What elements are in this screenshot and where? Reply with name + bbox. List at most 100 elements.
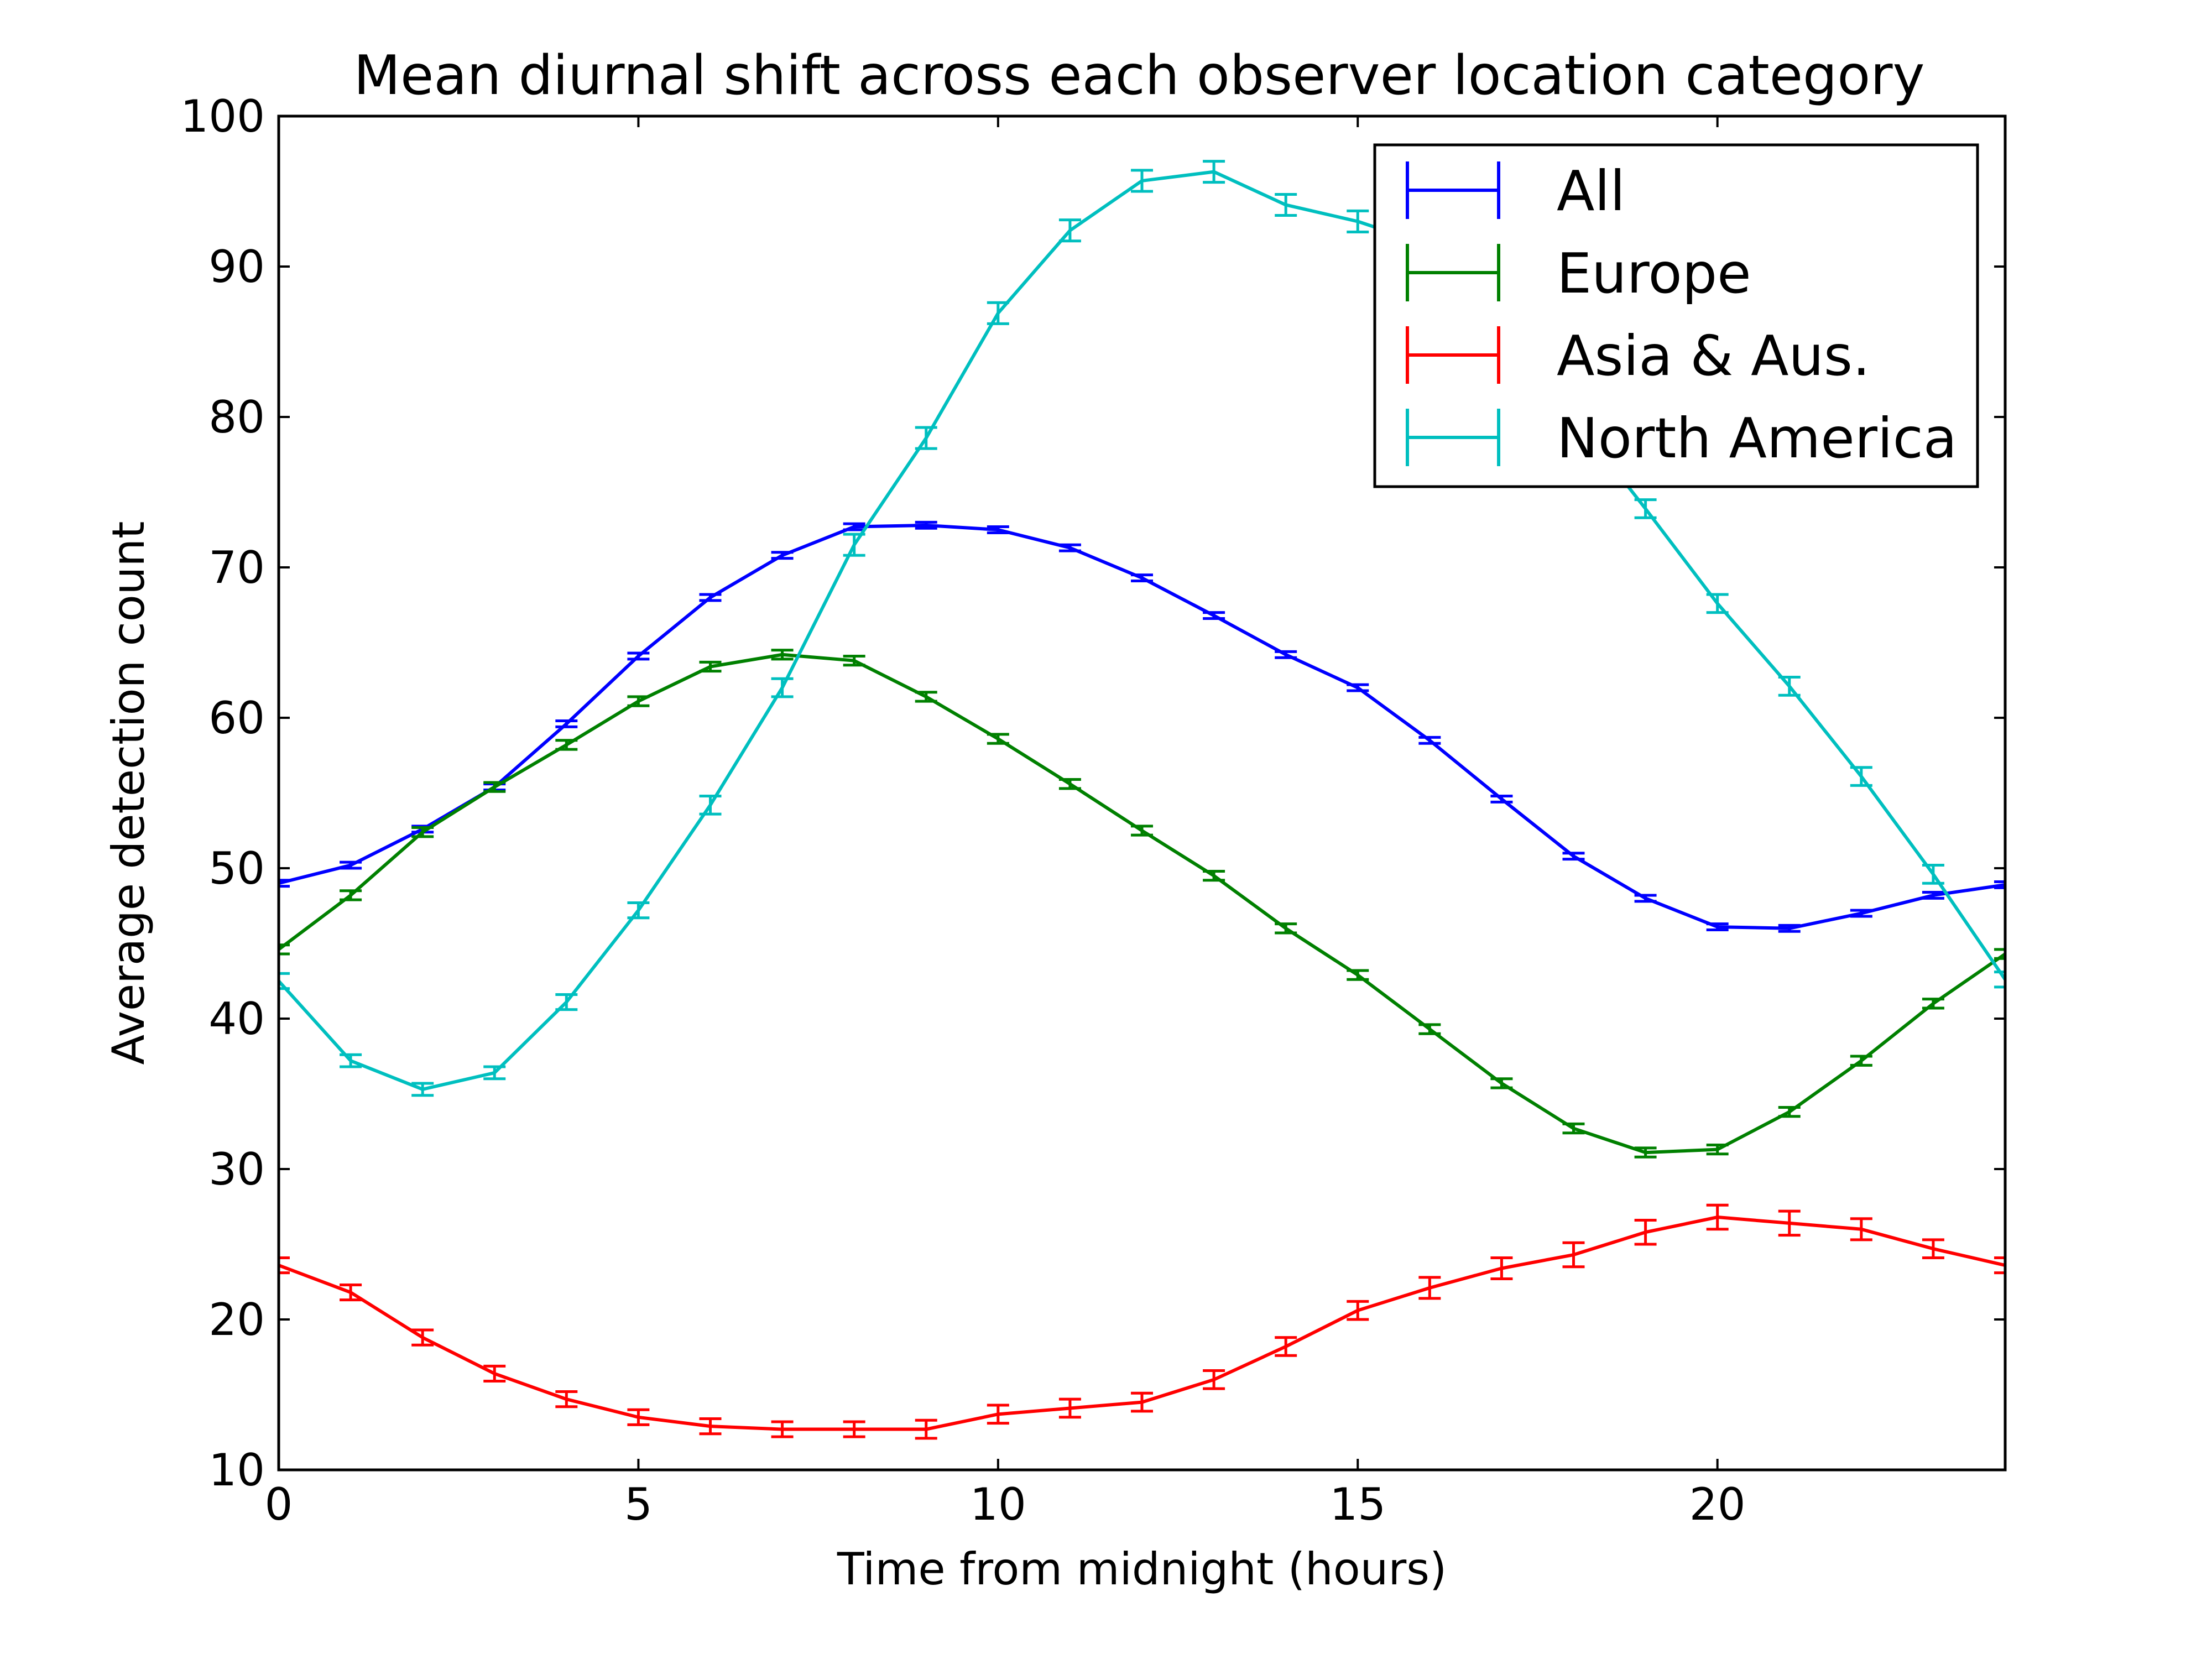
error-bar [1706, 593, 1729, 614]
legend: All Europe Asia & Aus. North America [1373, 143, 1979, 488]
error-bar [340, 1053, 362, 1068]
series-europe [279, 649, 2005, 1159]
y-tick-label: 100 [180, 91, 265, 142]
error-bar [627, 901, 650, 920]
error-bar [1490, 1077, 1513, 1089]
x-tick-label: 15 [1329, 1479, 1386, 1530]
error-bar [1131, 169, 1153, 193]
error-bar [411, 826, 434, 838]
error-bar [1634, 498, 1657, 519]
legend-label: North America [1557, 406, 1957, 471]
error-bar [1994, 880, 2005, 889]
error-bar [1778, 676, 1801, 697]
error-bar [1131, 1391, 1153, 1413]
error-bar [1490, 1256, 1513, 1281]
error-bar [699, 1417, 722, 1436]
error-bar [1418, 1023, 1441, 1035]
error-bar [1850, 909, 1872, 918]
error-bar [1634, 1146, 1657, 1159]
legend-entry: Europe [1406, 241, 1751, 306]
error-bar [1490, 794, 1513, 804]
error-bar [1347, 683, 1369, 692]
error-bar [1850, 766, 1872, 787]
x-tick-label: 5 [624, 1479, 653, 1530]
error-bar [483, 1065, 506, 1081]
y-tick-label: 60 [208, 692, 265, 744]
error-bar [1203, 611, 1225, 620]
error-bar [483, 1364, 506, 1383]
error-bar [1994, 948, 2005, 960]
error-bar [1203, 160, 1225, 184]
chart-title: Mean diurnal shift across each observer … [354, 44, 1925, 107]
error-bar [1778, 1105, 1801, 1118]
error-bar [1131, 825, 1153, 837]
x-tick-label: 0 [265, 1479, 293, 1530]
error-bar [1562, 1241, 1585, 1269]
error-bar [1922, 998, 1944, 1010]
error-bar [987, 1404, 1009, 1425]
series-north-america [279, 160, 2005, 1097]
legend-label: All [1557, 159, 1625, 223]
error-bar [915, 426, 937, 450]
error-bar [915, 1418, 937, 1440]
error-bar [627, 1408, 650, 1426]
error-bar [555, 1390, 578, 1408]
x-axis-ticks: 0 5 10 15 20 [265, 116, 1746, 1530]
error-bar [1347, 209, 1369, 233]
error-bar [483, 781, 506, 793]
error-bar [1922, 1238, 1944, 1259]
y-tick-label: 20 [208, 1294, 265, 1345]
error-bar [1203, 1369, 1225, 1390]
y-tick-label: 70 [208, 542, 265, 593]
error-bar [555, 719, 578, 728]
error-bar [1634, 894, 1657, 903]
error-bar [771, 551, 794, 560]
error-bar [411, 1328, 434, 1347]
error-bar [555, 739, 578, 751]
error-bar [771, 677, 794, 698]
legend-box [1373, 143, 1979, 488]
y-tick-label: 50 [208, 843, 265, 894]
error-bar [699, 593, 722, 602]
error-bar [279, 972, 290, 990]
error-bar [1131, 573, 1153, 582]
error-bar [1706, 922, 1729, 932]
error-bar [1275, 650, 1297, 659]
y-axis-label: Average detection count [103, 521, 154, 1065]
error-bar [987, 301, 1009, 325]
error-bar [411, 1082, 434, 1097]
error-bar [1994, 971, 2005, 989]
y-axis-ticks: 10 20 30 40 50 60 70 80 90 100 [180, 91, 2005, 1496]
legend-label: Europe [1557, 241, 1751, 306]
error-bar [1058, 778, 1081, 790]
error-bar [843, 654, 865, 667]
error-bar [1634, 1218, 1657, 1246]
data-layer [279, 160, 2005, 1440]
y-tick-label: 90 [208, 241, 265, 293]
error-bar [1058, 218, 1081, 243]
error-bar [1850, 1055, 1872, 1067]
legend-entry: All [1406, 159, 1625, 223]
error-bar [1275, 922, 1297, 935]
error-bar [1706, 1203, 1729, 1231]
plot-frame [277, 114, 2007, 1472]
x-axis-label: Time from midnight (hours) [837, 1543, 1447, 1595]
error-bar [843, 1420, 865, 1438]
error-bar [1203, 869, 1225, 882]
error-bar [1994, 1256, 2005, 1275]
error-bar [1922, 891, 1944, 900]
error-bar [987, 733, 1009, 745]
y-tick-label: 30 [208, 1144, 265, 1195]
error-bar [699, 660, 722, 673]
error-bar [915, 691, 937, 703]
error-bar [627, 651, 650, 661]
error-bar [1562, 852, 1585, 861]
y-tick-label: 40 [208, 993, 265, 1045]
error-bar [1778, 924, 1801, 933]
error-bar [1418, 735, 1441, 745]
legend-entry: Asia & Aus. [1406, 324, 1870, 388]
error-bar [1850, 1217, 1872, 1241]
error-bar [699, 794, 722, 816]
error-bar [1418, 1276, 1441, 1300]
